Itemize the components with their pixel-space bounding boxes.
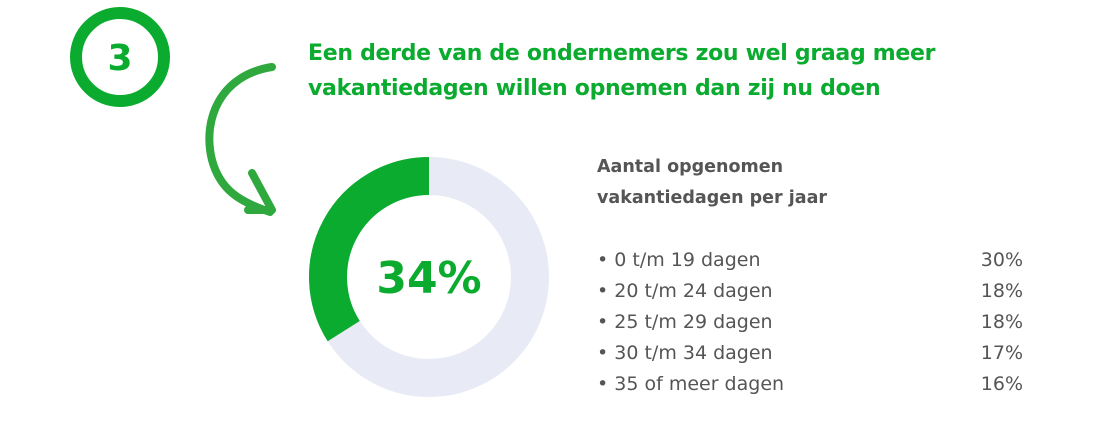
item-label: • 35 of meer dagen <box>597 373 785 395</box>
donut-value-arc <box>309 157 430 342</box>
item-label: • 30 t/m 34 dagen <box>597 342 773 364</box>
legend-heading-line-1: Aantal opgenomen <box>597 157 784 177</box>
item-label: • 20 t/m 24 dagen <box>597 280 773 302</box>
list-item: • 30 t/m 34 dagen 17% <box>597 338 1023 369</box>
headline: Een derde van de ondernemers zou wel gra… <box>308 36 935 106</box>
step-number-badge: 3 <box>70 7 170 107</box>
list-item: • 0 t/m 19 dagen 30% <box>597 245 1023 276</box>
donut-center-label: 34% <box>376 253 481 304</box>
item-label: • 25 t/m 29 dagen <box>597 311 773 333</box>
legend-heading: Aantal opgenomen vakantiedagen per jaar <box>597 152 827 214</box>
item-label: • 0 t/m 19 dagen <box>597 249 761 271</box>
item-value: 17% <box>980 342 1023 364</box>
headline-line-2: vakantiedagen willen opnemen dan zij nu … <box>308 76 881 101</box>
legend-heading-line-2: vakantiedagen per jaar <box>597 188 828 208</box>
item-value: 16% <box>980 373 1023 395</box>
item-value: 30% <box>980 249 1023 271</box>
step-number: 3 <box>107 38 132 79</box>
list-item: • 35 of meer dagen 16% <box>597 369 1023 400</box>
item-value: 18% <box>980 311 1023 333</box>
legend-list: • 0 t/m 19 dagen 30% • 20 t/m 24 dagen 18%… <box>597 245 1023 400</box>
curved-arrow-icon <box>205 63 276 216</box>
item-value: 18% <box>980 280 1023 302</box>
list-item: • 25 t/m 29 dagen 18% <box>597 307 1023 338</box>
headline-line-1: Een derde van de ondernemers zou wel gra… <box>308 41 936 66</box>
donut-chart: 34% <box>309 157 549 397</box>
list-item: • 20 t/m 24 dagen 18% <box>597 276 1023 307</box>
